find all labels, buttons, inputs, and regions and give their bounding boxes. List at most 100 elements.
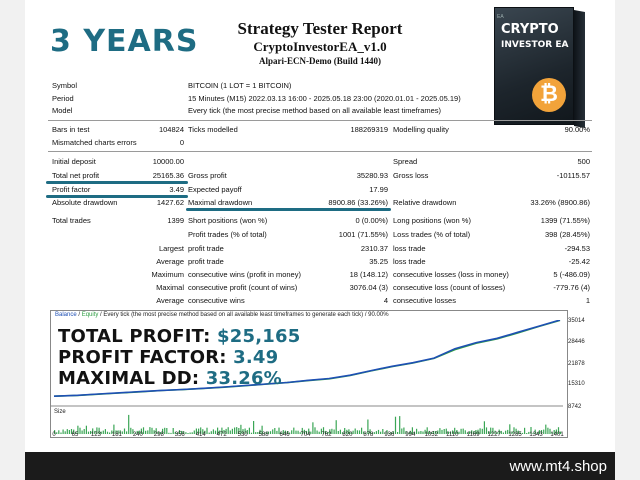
x-tick-label: 123 [90,432,101,438]
volume-bar [134,432,136,434]
volume-bar [428,430,430,434]
volume-bar [210,431,212,434]
volume-bar [102,430,104,434]
volume-bar [305,430,308,434]
separator [48,151,592,152]
balance-chart-plot [51,320,563,434]
volume-bar [79,427,81,434]
x-tick-label: 936 [384,432,395,438]
volume-bar [54,430,56,434]
volume-bar [73,429,75,434]
volume-bar [312,422,314,434]
volume-bar [392,431,394,434]
quality-label: Modelling quality [393,125,449,134]
y-tick-label: 21878 [568,361,585,367]
volume-bar [117,430,119,434]
product-box-subtitle: INVESTOR EA [501,40,569,50]
period-label: Period [52,94,74,103]
product-box-front: EA CRYPTO INVESTOR EA ₿ [494,7,574,125]
volume-bar [153,430,155,434]
volume-bar [212,429,214,434]
volume-bar [204,430,206,434]
volume-bar [113,424,115,434]
volume-bar [115,430,117,434]
max-cons-losses-label: consecutive losses (loss in money) [393,270,509,279]
volume-bar [142,427,145,434]
symbol-label: Symbol [52,81,78,90]
volume-bar [547,427,549,434]
footer-bar: www.mt4.shop [25,452,615,480]
volume-bar [157,431,159,434]
volume-bar [346,429,348,434]
volume-bar [308,428,310,434]
volume-bar [418,431,420,434]
volume-bar [96,427,98,434]
product-box-side [574,10,585,128]
bars-value: 104824 [158,125,184,134]
x-tick-label: 1052 [424,432,438,438]
largest-profit-value: 2310.37 [360,244,388,253]
largest-loss-label: loss trade [393,244,426,253]
volume-bar [263,432,265,434]
volume-bar [327,432,329,434]
ticks-label: Ticks modelled [188,125,238,134]
volume-bar [337,431,339,434]
x-tick-label: 298 [153,432,164,438]
volume-bar [443,429,445,434]
total-trades-label: Total trades [52,216,91,225]
volume-bar [435,431,437,434]
volume-bar [373,432,375,434]
volume-bar [104,429,106,434]
volume-bar [325,430,327,434]
balance-line [53,320,561,397]
volume-bar [284,430,286,434]
volume-bar [473,431,475,434]
volume-bar [56,432,58,434]
volume-bar [219,430,221,434]
volume-bar [242,429,244,434]
volume-bar [208,432,210,434]
volume-bar [126,431,128,434]
x-tick-label: 1169 [466,432,480,438]
volume-bar [132,429,134,434]
volume-bar [348,429,350,434]
volume-bar [276,430,278,434]
volume-bar [555,429,557,434]
volume-bar [413,432,416,434]
max-cons-wins-value: 18 (148.12) [349,270,388,279]
volume-bar [198,428,200,434]
volume-bar [341,432,344,434]
volume-bar [394,416,397,434]
x-tick-label: 1401 [550,432,564,438]
volume-bar [128,414,130,434]
product-box-image: EA CRYPTO INVESTOR EA ₿ [494,7,586,128]
initial-deposit-label: Initial deposit [52,157,96,166]
volume-bar [344,428,346,434]
volume-bar [545,424,547,434]
volume-bar [244,428,246,434]
volume-bar [181,430,183,434]
volume-bar [452,430,454,434]
volume-bar [521,432,524,434]
volume-bar [217,427,219,434]
volume-bar [441,429,443,434]
quality-value: 90.00% [564,125,590,134]
x-tick-label: 646 [279,432,290,438]
volume-bar [490,427,492,434]
volume-bar [90,431,92,434]
volume-bar [454,427,456,434]
volume-bar [172,428,174,434]
volume-bar [121,431,123,434]
volume-bar [145,430,147,434]
maximal-drawdown-label: Maximal drawdown [188,198,253,207]
volume-bar [269,431,272,434]
volume-bar [162,428,164,434]
volume-bar [257,432,259,434]
loss-trades-value: 398 (28.45%) [544,230,590,239]
absolute-drawdown-value: 1427.62 [156,198,184,207]
volume-bar [543,429,545,434]
volume-bar [87,431,90,434]
volume-bar [159,432,162,434]
volume-bar [526,433,528,434]
volume-bar [229,430,231,434]
